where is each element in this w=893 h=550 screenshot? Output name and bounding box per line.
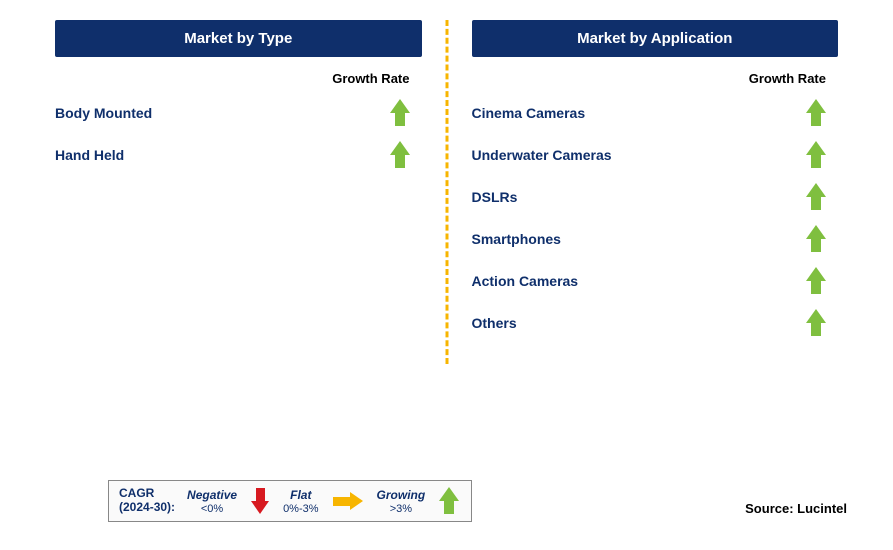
legend-item-title: Growing — [377, 488, 426, 502]
arrow-up-icon — [806, 267, 826, 295]
data-row: Underwater Cameras — [472, 134, 839, 176]
data-row: Hand Held — [55, 134, 422, 176]
left-panel-title: Market by Type — [55, 20, 422, 57]
data-row: DSLRs — [472, 176, 839, 218]
legend-item-title: Negative — [187, 488, 237, 502]
legend-item-sub: 0%-3% — [283, 503, 318, 515]
arrow-up-icon — [806, 309, 826, 337]
row-label: Others — [472, 315, 517, 331]
row-label: Underwater Cameras — [472, 147, 612, 163]
arrow-down-icon — [251, 488, 269, 514]
left-column-header: Growth Rate — [55, 57, 422, 92]
right-panel-title: Market by Application — [472, 20, 839, 57]
arrow-up-icon — [806, 183, 826, 211]
row-label: Cinema Cameras — [472, 105, 586, 121]
legend-item: Flat0%-3% — [279, 488, 322, 515]
arrow-up-icon — [390, 141, 410, 169]
legend-item-sub: <0% — [201, 503, 223, 515]
left-panel: Market by Type Growth Rate Body Mounted H… — [30, 20, 447, 344]
arrow-right-icon — [333, 492, 363, 510]
row-label: Action Cameras — [472, 273, 579, 289]
row-label: Body Mounted — [55, 105, 152, 121]
legend-item-sub: >3% — [390, 503, 412, 515]
legend-item: Growing>3% — [373, 488, 430, 515]
legend-lead-line2: (2024-30): — [119, 501, 175, 515]
row-label: Smartphones — [472, 231, 561, 247]
legend-item-title: Flat — [290, 488, 311, 502]
data-row: Action Cameras — [472, 260, 839, 302]
row-label: DSLRs — [472, 189, 518, 205]
legend-lead: CAGR (2024-30): — [119, 487, 175, 515]
legend-item: Negative<0% — [183, 488, 241, 515]
vertical-divider — [445, 20, 448, 364]
legend-lead-line1: CAGR — [119, 487, 175, 501]
arrow-up-icon — [390, 99, 410, 127]
arrow-up-icon — [806, 141, 826, 169]
arrow-up-icon — [439, 487, 459, 515]
right-column-header: Growth Rate — [472, 57, 839, 92]
legend: CAGR (2024-30): Negative<0% Flat0%-3% Grow… — [108, 480, 472, 522]
arrow-up-icon — [806, 225, 826, 253]
arrow-up-icon — [806, 99, 826, 127]
source-text: Source: Lucintel — [745, 501, 847, 516]
chart-container: Market by Type Growth Rate Body Mounted H… — [0, 0, 893, 344]
right-panel: Market by Application Growth Rate Cinema… — [447, 20, 864, 344]
left-rows: Body Mounted Hand Held — [55, 92, 422, 176]
row-label: Hand Held — [55, 147, 124, 163]
data-row: Cinema Cameras — [472, 92, 839, 134]
data-row: Smartphones — [472, 218, 839, 260]
right-rows: Cinema Cameras Underwater Cameras DSLRs Sma… — [472, 92, 839, 344]
data-row: Body Mounted — [55, 92, 422, 134]
data-row: Others — [472, 302, 839, 344]
